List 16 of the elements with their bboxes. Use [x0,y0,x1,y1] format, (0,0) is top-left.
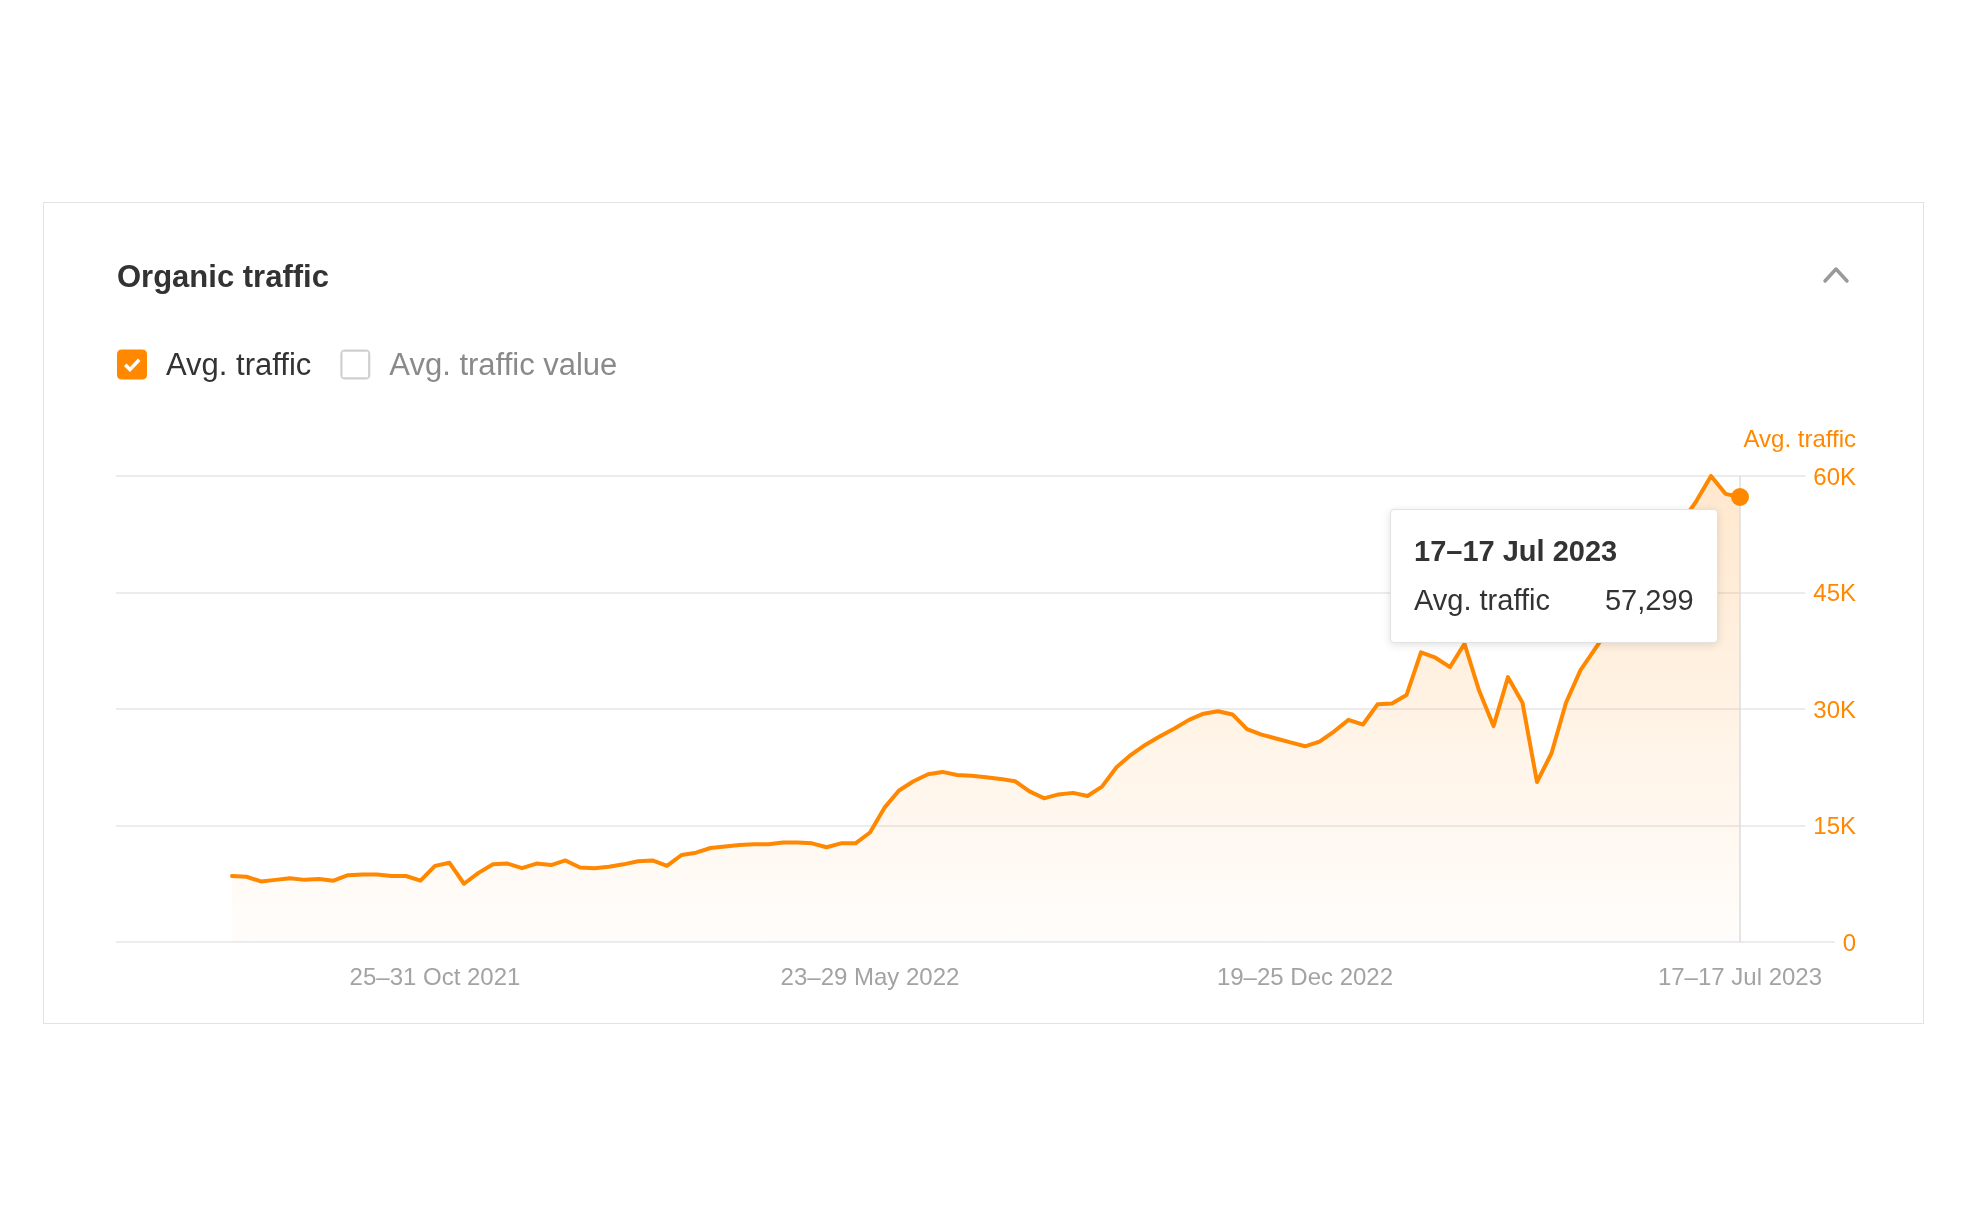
legend-label: Avg. traffic [166,347,312,382]
annotation: 57,299 [1604,582,1694,618]
y-axis-title: Avg. traffic [1743,424,1856,452]
chart-title: Organic traffic [117,258,329,294]
x-tick-label: 25–31 Oct 2021 [349,962,521,990]
y-tick-label: 45K [1813,579,1856,606]
y-tick-label: 15K [1813,812,1856,839]
x-tick-label: 17–17 Jul 2023 [1657,962,1823,990]
y-tick-label: 60K [1813,462,1856,490]
y-tick-label: 30K [1813,695,1856,723]
annotation: 17–17 Jul 2023 [1414,533,1619,569]
annotation: Avg. traffic [1414,582,1550,618]
x-tick-label: 19–25 Dec 2022 [1216,962,1394,990]
legend-label: Avg. traffic value [389,347,618,382]
y-tick-label: 0 [1842,928,1856,956]
x-tick-label: 23–29 May 2022 [780,962,960,990]
